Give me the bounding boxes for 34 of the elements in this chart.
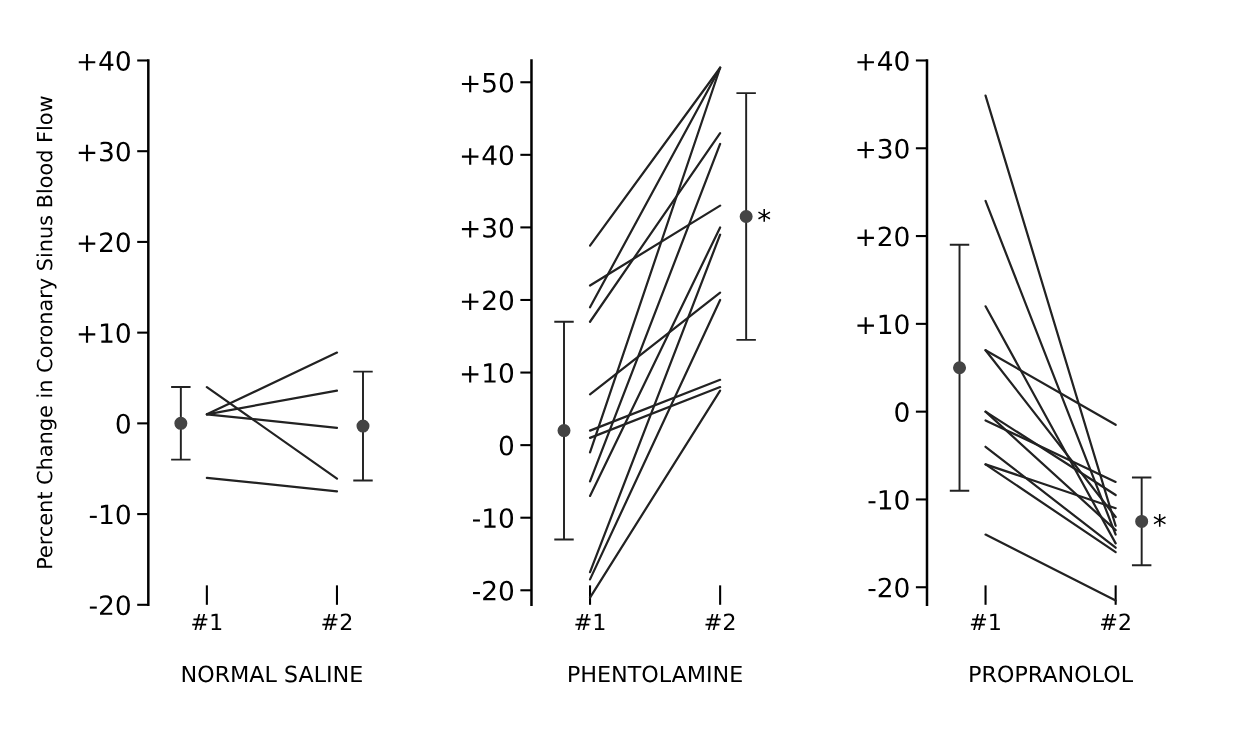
y-axis-title: Percent Change in Coronary Sinus Blood Flow <box>36 96 57 568</box>
x-tick-label: #2 <box>705 613 735 631</box>
y-tick-label: -10 <box>89 504 130 525</box>
x-axis-title: NORMAL SALINE <box>182 665 362 683</box>
y-tick-label: +30 <box>857 138 909 159</box>
x-tick-label: #1 <box>970 613 1000 631</box>
y-tick-label: +30 <box>78 141 130 162</box>
y-tick-label: 0 <box>116 413 130 434</box>
y-tick-label: -10 <box>473 508 514 529</box>
y-tick-label: -20 <box>868 577 909 598</box>
y-tick-label: +30 <box>461 217 514 238</box>
annotation: * <box>758 209 771 222</box>
y-tick-label: +20 <box>857 226 909 247</box>
y-tick-label: +40 <box>78 50 130 71</box>
x-axis-title: PHENTOLAMINE <box>569 665 742 683</box>
y-tick-label: +10 <box>857 314 909 335</box>
y-tick-label: +20 <box>78 232 130 253</box>
x-tick-label: #2 <box>1100 613 1130 631</box>
y-tick-label: +40 <box>461 145 514 166</box>
x-tick-label: #1 <box>192 613 222 631</box>
y-tick-label: +50 <box>461 72 514 93</box>
y-tick-label: +10 <box>78 323 130 344</box>
x-tick-label: #1 <box>575 613 605 631</box>
y-tick-label: -20 <box>473 580 514 601</box>
y-tick-label: -10 <box>868 489 909 510</box>
y-tick-label: +40 <box>857 50 909 71</box>
y-tick-label: -20 <box>89 595 130 616</box>
x-axis-title: PROPRANOLOL <box>970 665 1133 683</box>
y-tick-label: 0 <box>895 402 909 423</box>
x-tick-label: #2 <box>322 613 352 631</box>
y-tick-label: 0 <box>499 435 514 456</box>
y-tick-label: +10 <box>461 363 514 383</box>
y-tick-label: +20 <box>461 290 514 311</box>
annotation: * <box>1153 514 1166 527</box>
